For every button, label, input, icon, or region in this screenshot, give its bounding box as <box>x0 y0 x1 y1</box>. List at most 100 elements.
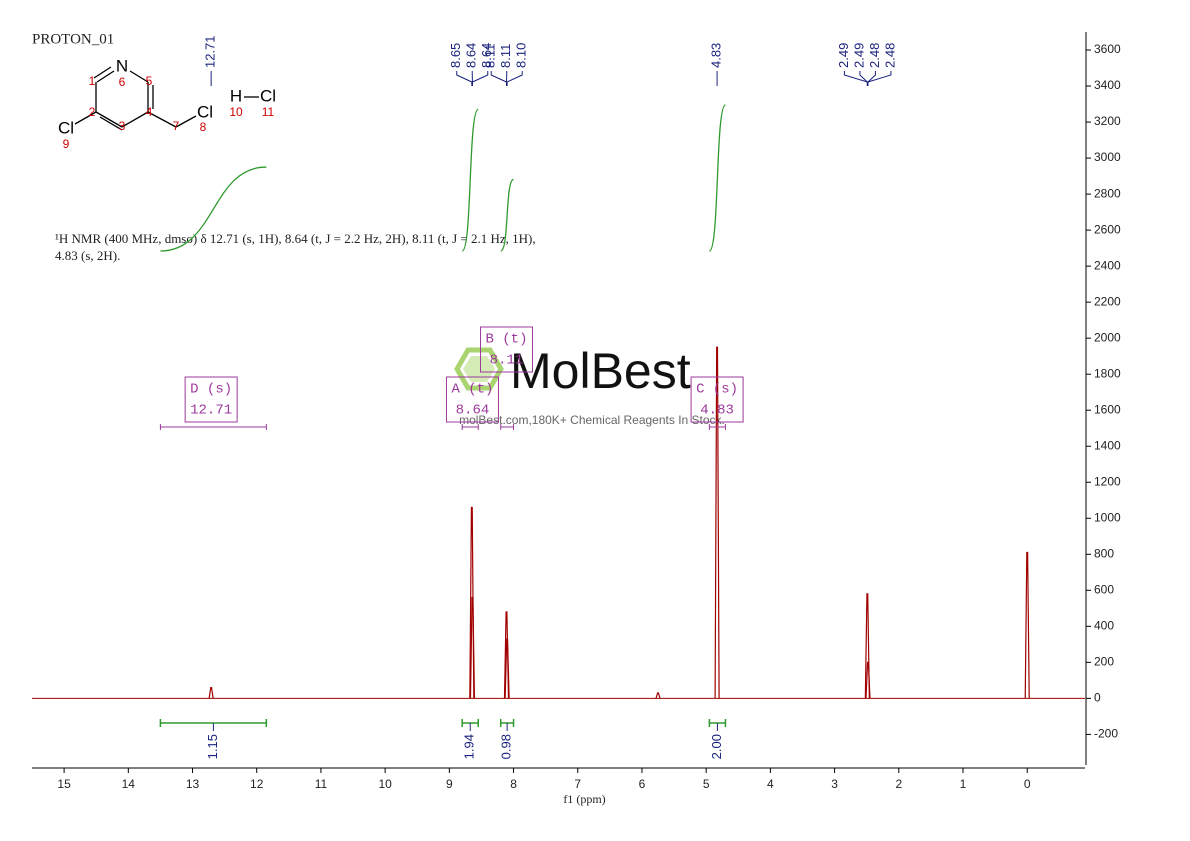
y-tick-label: 200 <box>1094 655 1114 669</box>
y-tick-label: 400 <box>1094 618 1114 632</box>
peak <box>864 593 870 699</box>
watermark-logo <box>454 347 504 391</box>
x-tick-label: 8 <box>510 777 517 791</box>
peak-label: 8.64 <box>464 43 479 68</box>
peak <box>469 596 476 699</box>
x-tick-label: 7 <box>574 777 581 791</box>
multiplet-shift: 12.71 <box>190 403 232 419</box>
structure <box>74 66 259 131</box>
x-tick-label: 11 <box>315 777 328 791</box>
integral-label: 0.98 <box>499 734 514 759</box>
bond <box>129 70 149 83</box>
atom-labels: N Cl Cl H Cl 1 2 3 4 5 6 7 8 9 10 11 <box>58 56 276 151</box>
atom: Cl <box>260 86 276 105</box>
x-tick-label: 9 <box>446 777 453 791</box>
x-tick-label: 4 <box>767 777 774 791</box>
x-tick-label: 2 <box>895 777 902 791</box>
x-tick-label: 15 <box>57 777 71 791</box>
y-tick-label: 1800 <box>1094 366 1121 380</box>
integral-label: 1.15 <box>205 734 220 759</box>
atom-number: 4 <box>146 105 153 119</box>
multiplet-range <box>500 424 515 430</box>
peak <box>1024 551 1030 699</box>
integral-label: 2.00 <box>709 734 724 759</box>
y-tick-label: 3600 <box>1094 42 1121 56</box>
multiplet-shift: 8.11 <box>490 353 524 369</box>
peak-label: 2.48 <box>867 43 882 68</box>
y-tick-label: 1000 <box>1094 510 1121 524</box>
x-tick-label: 3 <box>831 777 838 791</box>
peak-label: 8.11 <box>483 44 498 68</box>
y-tick-label: -200 <box>1094 727 1118 741</box>
peak-label: 8.11 <box>498 44 513 68</box>
peak-label: 8.65 <box>448 43 463 68</box>
peak-label: 8.10 <box>514 43 529 68</box>
x-tick-label: 1 <box>960 777 967 791</box>
description: ¹H NMR (400 MHz, dmso) δ 12.71 (s, 1H), … <box>55 231 536 246</box>
x-tick-label: 14 <box>122 777 136 791</box>
atom-number: 7 <box>173 119 180 133</box>
description: 4.83 (s, 2H). <box>55 248 120 263</box>
y-tick-label: 1600 <box>1094 402 1121 416</box>
y-tick-label: 2400 <box>1094 258 1121 272</box>
y-tick-label: 3200 <box>1094 114 1121 128</box>
peak <box>208 686 214 699</box>
integral-curve <box>160 166 267 252</box>
bond <box>93 66 112 79</box>
peak <box>714 346 720 699</box>
peak-label-connector <box>506 71 523 86</box>
x-tick-label: 13 <box>186 777 200 791</box>
multiplet-name: C (s) <box>696 382 738 398</box>
y-tick-label: 3000 <box>1094 150 1121 164</box>
multiplet-range <box>461 424 479 430</box>
atom-number: 8 <box>200 120 207 134</box>
peak <box>504 638 510 699</box>
y-tick-label: 2600 <box>1094 222 1121 236</box>
x-tick-label: 5 <box>703 777 710 791</box>
bond <box>95 111 123 128</box>
y-tick-label: 2800 <box>1094 186 1121 200</box>
peak-label: 12.71 <box>203 35 218 68</box>
multiplet-box <box>445 376 499 423</box>
multiplet-range <box>159 424 267 430</box>
y-tick-label: 2200 <box>1094 294 1121 308</box>
integral-curve <box>461 108 479 252</box>
y-tick-label: 2000 <box>1094 330 1121 344</box>
atom-number: 10 <box>229 105 243 119</box>
multiplet-shift: 4.83 <box>700 403 734 419</box>
atom-number: 2 <box>89 105 96 119</box>
peak-label: 2.48 <box>882 43 897 68</box>
multiplet-box <box>184 376 238 423</box>
peak-label-connector <box>490 71 507 86</box>
y-tick-label: 1400 <box>1094 438 1121 452</box>
watermark-tagline: molBest.com,180K+ Chemical Reagents In S… <box>459 413 725 427</box>
multiplet-shift: 8.64 <box>456 403 490 419</box>
atom: Cl <box>58 118 74 137</box>
bond <box>96 70 115 83</box>
multiplet-box <box>479 326 533 373</box>
peak-label-connector <box>867 71 892 86</box>
multiplet-name: B (t) <box>485 332 527 348</box>
peak-label-connector <box>456 71 473 86</box>
y-tick-label: 1200 <box>1094 474 1121 488</box>
integral-curve <box>500 178 515 252</box>
bond <box>74 111 97 125</box>
peak-label-connector <box>867 71 876 86</box>
multiplet-range <box>708 424 726 430</box>
multiplet-name: D (s) <box>190 382 232 398</box>
atom-number: 11 <box>262 105 275 119</box>
peak-label-connector <box>471 71 489 86</box>
integral-curve <box>708 104 727 252</box>
atom-number: 3 <box>119 119 126 133</box>
peak <box>655 692 661 699</box>
atom-number: 1 <box>89 74 96 88</box>
x-tick-label: 10 <box>378 777 392 791</box>
peak <box>865 661 871 699</box>
x-tick-label: 12 <box>250 777 264 791</box>
atom: Cl <box>197 102 213 121</box>
bond <box>99 116 123 131</box>
atom: N <box>116 56 128 75</box>
peak-label: 2.49 <box>851 43 866 68</box>
peak-label-connector <box>859 71 868 86</box>
